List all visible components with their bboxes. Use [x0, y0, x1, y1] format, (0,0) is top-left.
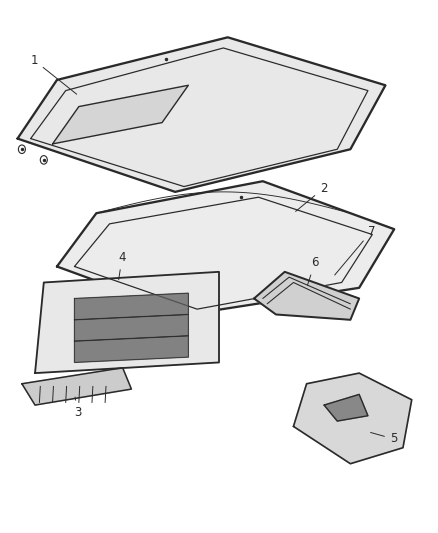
- Polygon shape: [74, 314, 188, 341]
- Text: 4: 4: [118, 251, 126, 280]
- Polygon shape: [57, 181, 394, 314]
- Text: 2: 2: [296, 182, 327, 212]
- Polygon shape: [324, 394, 368, 421]
- Polygon shape: [293, 373, 412, 464]
- Polygon shape: [22, 368, 131, 405]
- Polygon shape: [18, 37, 385, 192]
- Polygon shape: [254, 272, 359, 320]
- Polygon shape: [74, 197, 372, 309]
- Text: 3: 3: [74, 397, 82, 419]
- Polygon shape: [35, 272, 219, 373]
- Polygon shape: [74, 293, 188, 320]
- Polygon shape: [74, 336, 188, 362]
- Polygon shape: [31, 48, 368, 187]
- Text: 5: 5: [371, 432, 397, 446]
- Polygon shape: [53, 85, 188, 144]
- Text: 7: 7: [335, 224, 375, 275]
- Text: 6: 6: [307, 256, 318, 285]
- Text: 1: 1: [31, 54, 77, 94]
